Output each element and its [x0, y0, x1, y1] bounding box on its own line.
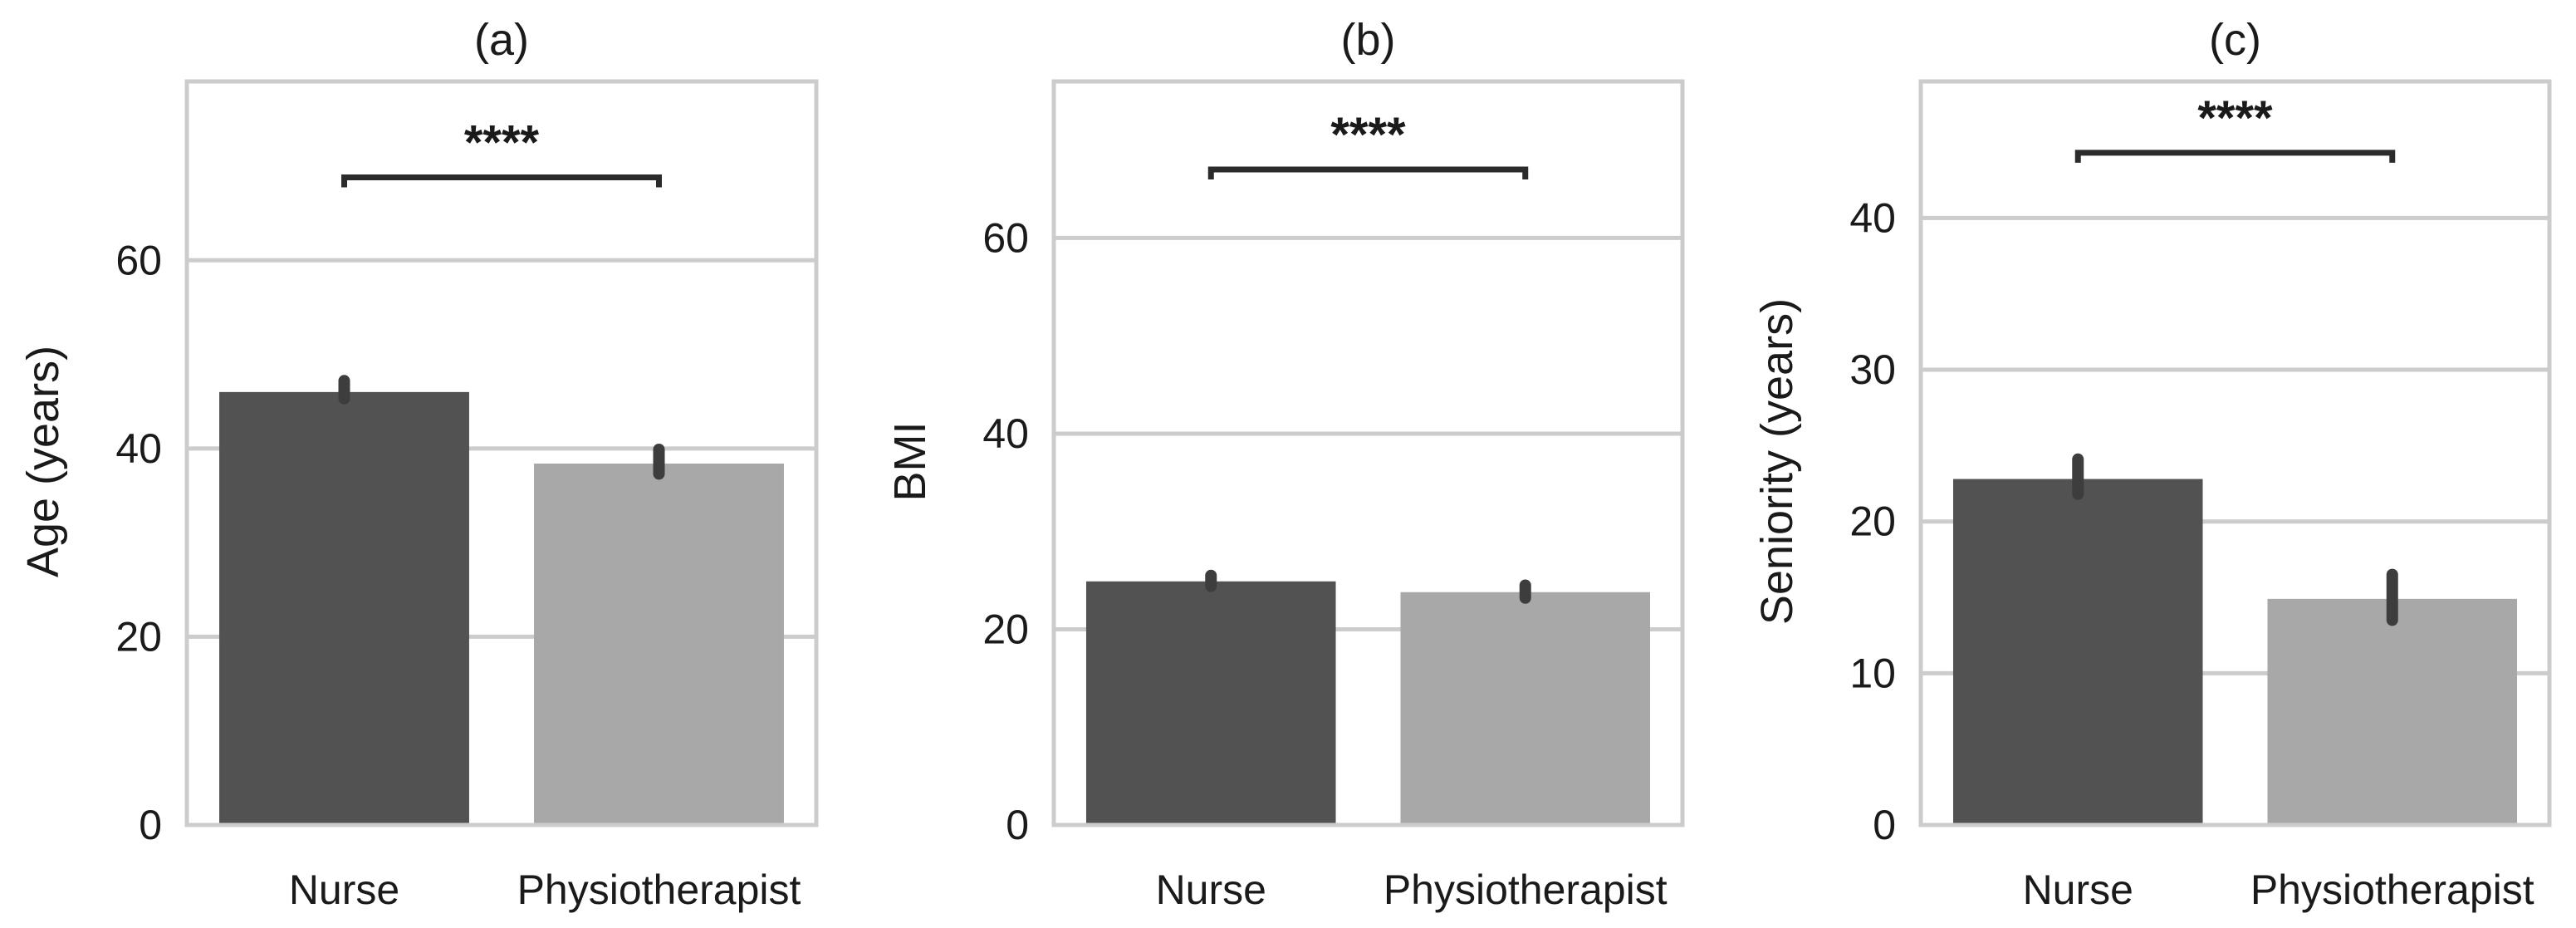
y-tick-label: 40	[1849, 194, 1896, 241]
panel-1: **** 0 20 40 60 Nurse Physiotherapist (b) BMI	[885, 15, 1685, 913]
panel-title: (c)	[2209, 15, 2261, 65]
y-axis-label: BMI	[885, 421, 935, 501]
x-tick-label: Physiotherapist	[517, 867, 801, 913]
bar-physiotherapist	[1400, 592, 1651, 825]
y-tick-label: 60	[982, 214, 1029, 261]
significance-bracket	[341, 174, 662, 188]
panel-0: **** 0 20 40 60 Nurse Physiotherapist (a) Age (y…	[18, 15, 819, 913]
axes-frame	[1051, 79, 1685, 827]
y-tick-label: 10	[1849, 650, 1896, 696]
y-tick-label: 0	[1873, 802, 1896, 848]
y-axis-label: Age (years)	[18, 346, 68, 577]
bar-nurse	[219, 391, 469, 826]
bar-nurse	[1085, 581, 1336, 825]
x-tick-label: Physiotherapist	[1383, 867, 1668, 913]
x-tick-label: Nurse	[289, 867, 399, 913]
y-tick-label: 40	[115, 425, 162, 472]
significance-label: ****	[464, 116, 540, 170]
y-tick-label: 0	[1006, 802, 1029, 848]
panel-title: (b)	[1341, 15, 1396, 65]
y-tick-label: 60	[115, 237, 162, 283]
bar-physiotherapist	[2267, 598, 2518, 825]
significance-label: ****	[2197, 91, 2273, 145]
panel-title: (a)	[474, 15, 529, 65]
bar-physiotherapist	[534, 463, 784, 825]
x-tick-label: Physiotherapist	[2250, 867, 2534, 913]
y-tick-label: 30	[1849, 346, 1896, 393]
y-tick-label: 20	[982, 606, 1029, 652]
x-tick-label: Nurse	[2023, 867, 2133, 913]
significance-label: ****	[1330, 108, 1406, 162]
x-tick-label: Nurse	[1156, 867, 1266, 913]
y-axis-label: Seniority (years)	[1752, 298, 1802, 625]
bar-nurse	[1952, 479, 2203, 825]
significance-bracket	[1207, 166, 1529, 179]
significance-bracket	[2074, 150, 2396, 163]
y-tick-label: 20	[1849, 498, 1896, 545]
axes-frame	[184, 79, 819, 827]
axes-frame	[1918, 79, 2552, 827]
y-tick-label: 0	[139, 802, 162, 848]
panel-2: **** 0 10 20 30 40 Nurse Physiotherapist (c) Seni…	[1752, 15, 2552, 913]
y-tick-label: 40	[982, 410, 1029, 457]
y-tick-label: 20	[115, 613, 162, 660]
